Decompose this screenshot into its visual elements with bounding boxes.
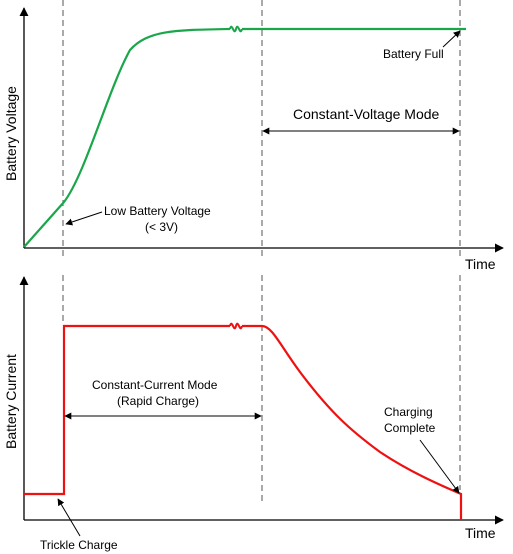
top-y-axis-label: Battery Voltage [3, 86, 19, 181]
top-x-axis-label: Time [465, 256, 496, 272]
battery-full-label: Battery Full [383, 47, 444, 61]
current-curve [24, 324, 230, 496]
voltage-break-icon [229, 25, 243, 33]
cc-mode-label-line1: Constant-Current Mode [92, 378, 218, 392]
bottom-y-axis-label: Battery Current [3, 354, 19, 449]
dashed-guides [62, 0, 461, 503]
current-break-icon [229, 322, 243, 330]
bottom-x-axis-label: Time [465, 525, 496, 541]
trickle-pointer [57, 498, 81, 537]
trickle-label: Trickle Charge [40, 538, 118, 552]
low-voltage-label-line1: Low Battery Voltage [104, 204, 211, 218]
low-voltage-label-line2: (< 3V) [145, 220, 178, 234]
charging-complete-pointer [419, 439, 460, 494]
bottom-axes [19, 276, 504, 525]
voltage-curve [23, 27, 231, 248]
top-axes [19, 7, 504, 253]
battery-full-pointer [442, 30, 461, 48]
charging-complete-line1: Charging [384, 405, 433, 419]
current-taper [242, 324, 463, 520]
low-voltage-pointer [65, 211, 103, 226]
charging-complete-line2: Complete [384, 421, 436, 435]
cc-mode-label-line2: (Rapid Charge) [117, 394, 199, 408]
cv-mode-label: Constant-Voltage Mode [293, 106, 440, 122]
